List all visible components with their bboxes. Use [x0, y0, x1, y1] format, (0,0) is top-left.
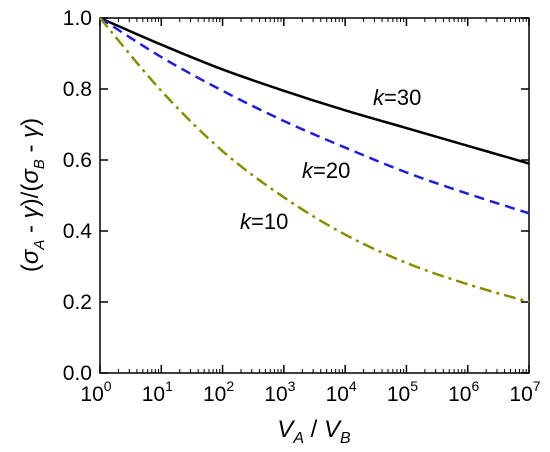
x-tick-label: 106: [448, 378, 479, 406]
y-ticks: 0.0 0.2 0.4 0.6 0.8 1.0: [63, 7, 529, 385]
x-tick-label: 103: [264, 378, 295, 406]
x-tick-label: 101: [142, 378, 173, 406]
y-tick-label: 0.8: [63, 78, 92, 101]
x-tick-label: 102: [203, 378, 234, 406]
annotation-k20: k=20: [302, 158, 350, 183]
series-line-1: [99, 16, 530, 215]
y-axis-label: (σA - γ)/(σB - γ): [17, 118, 48, 272]
y-tick-label: 0.0: [63, 362, 92, 385]
annotation-k30: k=30: [373, 85, 421, 110]
plot-frame: [99, 17, 530, 374]
y-tick-label: 0.6: [63, 149, 92, 172]
series-lines: [99, 16, 530, 304]
x-minor-ticks: [117, 18, 527, 373]
y-tick-label: 0.2: [63, 291, 92, 314]
y-tick-label: 1.0: [63, 7, 92, 30]
x-tick-label: 104: [326, 378, 357, 406]
x-ticks: 100 101 102 103 104 105 106 107: [80, 18, 541, 406]
x-axis-label: VA / VB: [277, 416, 351, 447]
y-tick-label: 0.4: [63, 220, 93, 243]
x-tick-label: 105: [387, 378, 418, 406]
series-line-0: [99, 16, 530, 165]
x-tick-label: 107: [509, 378, 540, 406]
series-line-2: [99, 17, 530, 304]
annotation-k10: k=10: [240, 209, 288, 234]
x-tick-label: 100: [80, 378, 111, 406]
